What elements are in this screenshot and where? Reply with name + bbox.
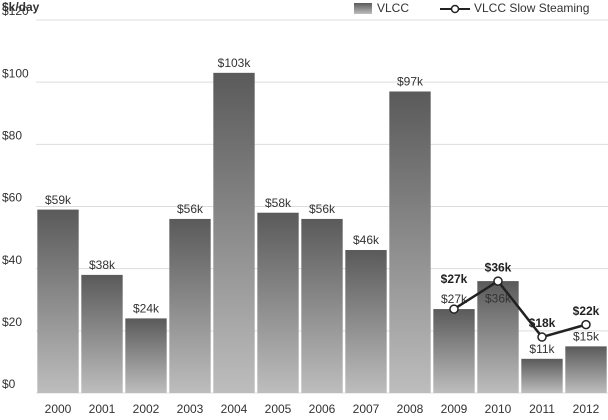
x-tick-label: 2007 (353, 402, 380, 416)
y-tick-label: $0 (2, 377, 16, 391)
y-tick-label: $80 (2, 129, 22, 143)
legend-label: VLCC (377, 1, 409, 15)
x-tick-label: 2011 (529, 402, 555, 416)
bar (125, 318, 167, 393)
legend-label: VLCC Slow Steaming (474, 1, 589, 15)
x-tick-label: 2003 (177, 402, 204, 416)
line-point (581, 319, 591, 330)
bar-value-label: $46k (353, 233, 380, 247)
bar-value-label: $24k (133, 302, 160, 316)
line-value-label: $27k (441, 272, 468, 286)
bar-value-label: $27k (441, 292, 468, 306)
bar (213, 72, 255, 393)
x-tick-label: 2008 (397, 402, 424, 416)
bar-value-label: $59k (45, 193, 72, 207)
bar-value-label: $56k (309, 202, 336, 216)
line-point (449, 304, 459, 314)
line-value-label: $18k (529, 316, 556, 330)
y-tick-label: $120 (2, 4, 29, 18)
x-tick-label: 2010 (485, 402, 512, 416)
bar-value-label: $103k (218, 56, 252, 70)
bar-value-label: $36k (485, 291, 512, 305)
y-tick-label: $40 (2, 253, 22, 267)
line-value-label: $36k (485, 260, 512, 274)
line-point (537, 332, 547, 342)
legend-marker (450, 4, 460, 14)
bar (389, 91, 431, 393)
bar-value-label: $38k (89, 258, 116, 272)
line-value-label: $22k (573, 304, 600, 318)
x-tick-label: 2005 (265, 402, 292, 416)
bar-value-label: $15k (573, 330, 600, 344)
x-tick-label: 2006 (309, 402, 336, 416)
bar (81, 274, 123, 393)
line (453, 279, 587, 339)
bar (301, 218, 343, 393)
bar-value-label: $56k (177, 202, 204, 216)
bar-value-label: $11k (529, 342, 555, 356)
x-tick-label: 2012 (573, 402, 600, 416)
y-tick-label: $100 (2, 66, 29, 80)
y-axis-title: $k/day (2, 0, 40, 14)
bar-value-label: $97k (397, 75, 424, 89)
bar (37, 209, 79, 393)
x-tick-label: 2001 (89, 402, 116, 416)
y-tick-label: $20 (2, 315, 22, 329)
legend-swatch (354, 3, 372, 14)
bar (433, 309, 475, 393)
bar (257, 212, 299, 393)
x-tick-label: 2000 (45, 402, 72, 416)
y-tick-label: $60 (2, 191, 22, 205)
bar (521, 358, 563, 393)
bar (169, 218, 211, 393)
line-point (493, 276, 503, 286)
bar (565, 346, 607, 393)
x-tick-label: 2002 (133, 402, 160, 416)
x-tick-label: 2009 (441, 402, 468, 416)
bar (345, 250, 387, 393)
bar-value-label: $58k (265, 196, 292, 210)
x-tick-label: 2004 (221, 402, 248, 416)
